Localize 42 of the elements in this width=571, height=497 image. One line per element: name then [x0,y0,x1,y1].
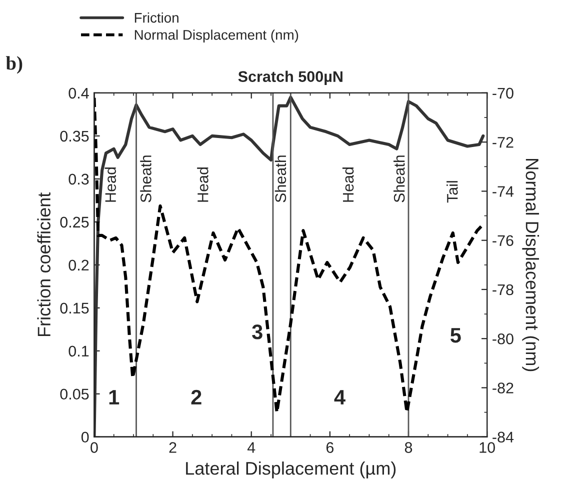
y-tick-label: 0.15 [60,302,89,314]
chart-title: Scratch 500µN [238,70,342,86]
y2-tick-label: -82 [492,382,514,394]
legend-label: Normal Displacement (nm) [134,30,298,43]
y-tick-label: 0.3 [68,174,89,185]
y2-tick-label: -74 [492,186,514,197]
x-tick-label: 0 [90,442,98,453]
annotation: Head [197,167,208,202]
annotation: Sheath [274,156,286,202]
y2-tick-label: -76 [492,235,514,246]
annotation: 3 [252,324,262,340]
x-axis-title: Lateral Displacement (µm) [186,462,396,478]
y2-axis-title: Normal Displacement (nm) [522,159,540,372]
x-tick-label: 2 [169,442,176,453]
y-tick-label: 0.35 [60,130,89,142]
text: b) [6,56,22,74]
y2-tick-label: -72 [492,136,514,148]
y-tick-label: 0.25 [60,216,89,228]
annotation: Tail [446,181,458,203]
y2-tick-label: -84 [492,432,514,443]
annotation: 1 [109,390,120,404]
y-tick-label: 0 [81,432,89,443]
y-axis-title: Friction coefficient [37,192,50,336]
annotation: Head [342,167,354,202]
y2-tick-label: -78 [492,284,514,296]
x-tick-label: 6 [326,442,334,453]
y-tick-label: 0.2 [68,260,89,271]
y2-tick-label: -80 [492,333,514,344]
annotation: Sheath [140,156,152,202]
annotation: Head [104,167,116,202]
annotation: 4 [334,390,346,404]
y2-tick-label: -70 [492,88,514,99]
y-tick-label: 0.4 [68,88,89,99]
x-tick-label: 4 [247,442,256,453]
y-tick-label: 0.05 [60,388,89,400]
x-tick-label: 10 [480,442,495,453]
legend-label: Friction [134,12,178,23]
y-tick-label: 0.1 [68,346,89,357]
x-tick-label: 8 [404,442,412,453]
annotation: 2 [191,390,202,404]
annotation: 5 [450,328,461,343]
annotation: Sheath [394,156,405,202]
